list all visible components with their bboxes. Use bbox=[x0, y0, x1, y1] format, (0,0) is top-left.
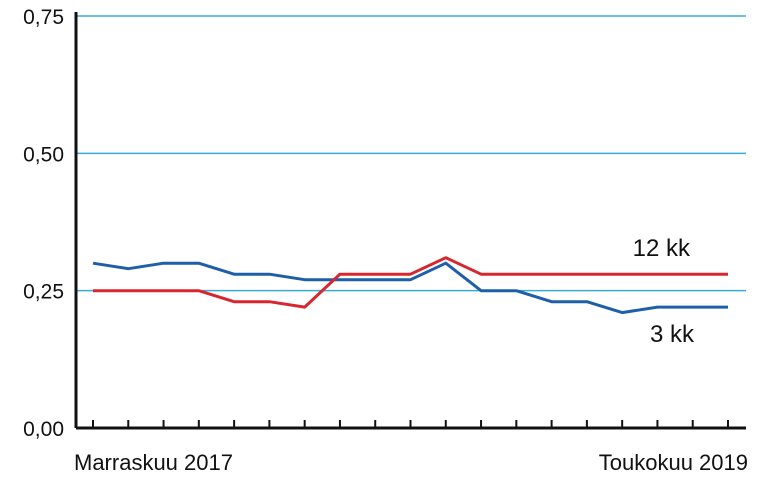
y-tick-label: 0,00 bbox=[23, 418, 64, 441]
series-line-3kk bbox=[92, 261, 728, 315]
series-label-12kk: 12 kk bbox=[633, 235, 691, 262]
x-start-label: Marraskuu 2017 bbox=[74, 450, 233, 475]
y-tick-label: 0,75 bbox=[23, 6, 64, 29]
y-tick-label: 0,50 bbox=[23, 143, 64, 166]
y-tick-labels: 0,00 0,25 0,50 0,75 bbox=[23, 6, 64, 441]
x-end-label: Toukokuu 2019 bbox=[599, 450, 748, 475]
y-tick-label: 0,25 bbox=[23, 281, 64, 304]
x-ticks bbox=[92, 420, 729, 428]
series-label-3kk: 3 kk bbox=[650, 321, 695, 348]
series-lines bbox=[92, 256, 728, 315]
series-line-12kk bbox=[93, 256, 728, 309]
